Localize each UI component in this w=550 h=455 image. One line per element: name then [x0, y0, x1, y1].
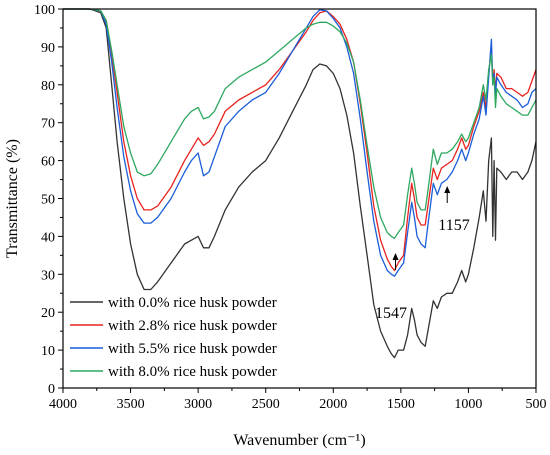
y-tick-label: 70: [41, 117, 55, 132]
y-tick-label: 80: [41, 79, 55, 94]
annotation-layer: 1547 1157: [375, 186, 470, 322]
y-tick-label: 100: [34, 3, 55, 18]
annotation-arrow-head: [444, 186, 451, 193]
legend-label: with 2.8% rice husk powder: [108, 318, 277, 334]
y-tick-label: 60: [41, 155, 55, 170]
legend-label: with 8.0% rice husk powder: [108, 364, 277, 380]
peak-annotation-label: 1547: [375, 305, 407, 322]
x-tick-label: 2500: [252, 397, 280, 412]
x-tick-label: 3000: [184, 397, 212, 412]
y-tick-label: 0: [48, 382, 55, 397]
y-axis-title: Transmittance (%): [4, 139, 21, 258]
y-tick-label: 50: [41, 193, 55, 208]
x-axis-title: Wavenumber (cm⁻¹): [233, 432, 365, 449]
y-tick-label: 30: [41, 268, 55, 283]
y-tick-label: 40: [41, 230, 55, 245]
legend-label: with 5.5% rice husk powder: [108, 341, 277, 357]
annotation-arrow-head: [392, 253, 399, 260]
x-tick-label: 1000: [454, 397, 482, 412]
y-tick-label: 10: [41, 344, 55, 359]
series-layer: [63, 8, 537, 359]
x-tick-label: 2000: [319, 397, 347, 412]
legend: with 0.0% rice husk powder with 2.8% rice…: [70, 295, 277, 380]
series-line-4: [63, 8, 537, 239]
x-tick-label: 500: [526, 397, 547, 412]
peak-annotation-label: 1157: [438, 217, 469, 234]
y-tick-label: 90: [41, 41, 55, 56]
y-tick-label: 20: [41, 306, 55, 321]
legend-label: with 0.0% rice husk powder: [108, 295, 277, 311]
ticks-layer: 4000 3500 3000 2500 2000 1500 1000 500 0 10 20 30 40…: [34, 3, 547, 412]
x-tick-label: 1500: [387, 397, 415, 412]
series-line-3: [63, 8, 537, 277]
x-tick-label: 4000: [49, 397, 77, 412]
series-line-1: [63, 8, 537, 359]
x-tick-label: 3500: [117, 397, 145, 412]
